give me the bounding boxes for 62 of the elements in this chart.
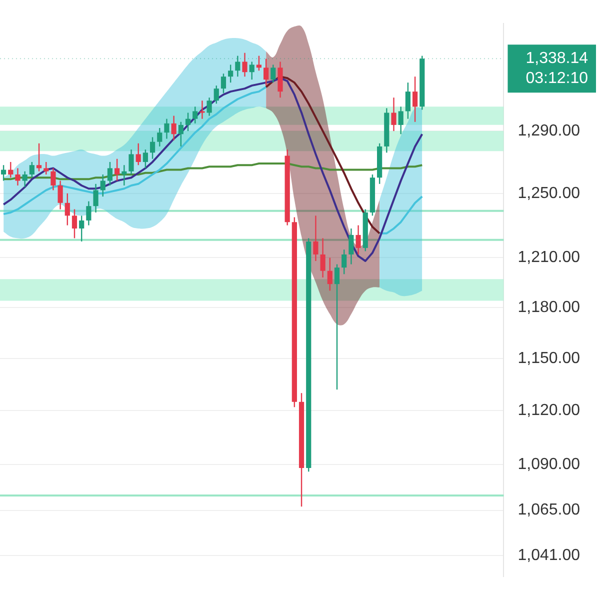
y-tick-label: 1,150.00 <box>518 350 580 367</box>
y-tick-label: 1,120.00 <box>518 402 580 420</box>
candlestick <box>320 238 326 278</box>
candlestick <box>348 228 354 265</box>
candlestick <box>185 112 191 132</box>
candlestick <box>114 158 120 182</box>
candlestick <box>72 208 78 239</box>
candlestick <box>128 148 134 176</box>
candlestick <box>157 127 162 148</box>
candlestick <box>405 82 410 120</box>
candlestick <box>263 58 269 86</box>
candlestick <box>100 174 106 198</box>
candlestick <box>206 97 212 116</box>
y-tick-label: 1,180.00 <box>518 298 580 316</box>
candlestick <box>327 257 332 292</box>
candlestick <box>412 76 418 122</box>
candlestick <box>249 61 254 80</box>
candlestick <box>36 142 42 172</box>
candlestick <box>142 148 148 169</box>
candlestick <box>228 64 234 84</box>
candlestick <box>136 142 141 166</box>
candlestick <box>220 73 226 94</box>
candlestick <box>200 100 205 120</box>
candlestick <box>15 168 20 186</box>
candlestick <box>8 161 14 178</box>
ref-line-label: 1,338.14 <box>526 50 588 67</box>
candlestick <box>93 183 98 214</box>
candlestick <box>356 224 361 256</box>
candlestick <box>164 118 170 140</box>
candlestick <box>107 161 113 186</box>
candlestick <box>79 215 84 242</box>
candlestick <box>192 106 198 124</box>
candlestick <box>256 55 262 72</box>
candlestick <box>391 97 396 132</box>
candlestick <box>398 106 404 135</box>
y-tick-label: 1,210.00 <box>518 249 580 266</box>
candlestick <box>22 170 28 188</box>
candlestick <box>242 52 248 78</box>
candlestick <box>334 264 340 390</box>
text: 03:12:10 <box>526 70 588 87</box>
candlestick <box>58 180 63 210</box>
candlestick <box>342 248 347 275</box>
candlestick <box>50 168 56 191</box>
candlestick <box>86 200 92 226</box>
candlestick <box>178 121 184 148</box>
y-tick-label: 1,250.00 <box>518 184 580 202</box>
candlestick <box>44 161 49 176</box>
candlestick <box>64 192 70 226</box>
candlestick <box>278 61 283 98</box>
candlestick <box>171 115 176 141</box>
y-tick-label: 1,065.00 <box>518 502 580 519</box>
candlestick <box>0 164 6 182</box>
candlestick <box>122 164 127 186</box>
candlestick <box>235 55 240 78</box>
y-tick-label: 1,041.00 <box>518 546 580 564</box>
candlestick <box>150 136 156 160</box>
candlestick <box>313 215 318 262</box>
candlestick <box>214 84 219 104</box>
candlestick <box>29 161 34 178</box>
candlestick <box>270 64 276 84</box>
y-tick-label: 1,290.00 <box>518 122 580 140</box>
y-tick-label: 1,090.00 <box>518 456 580 473</box>
